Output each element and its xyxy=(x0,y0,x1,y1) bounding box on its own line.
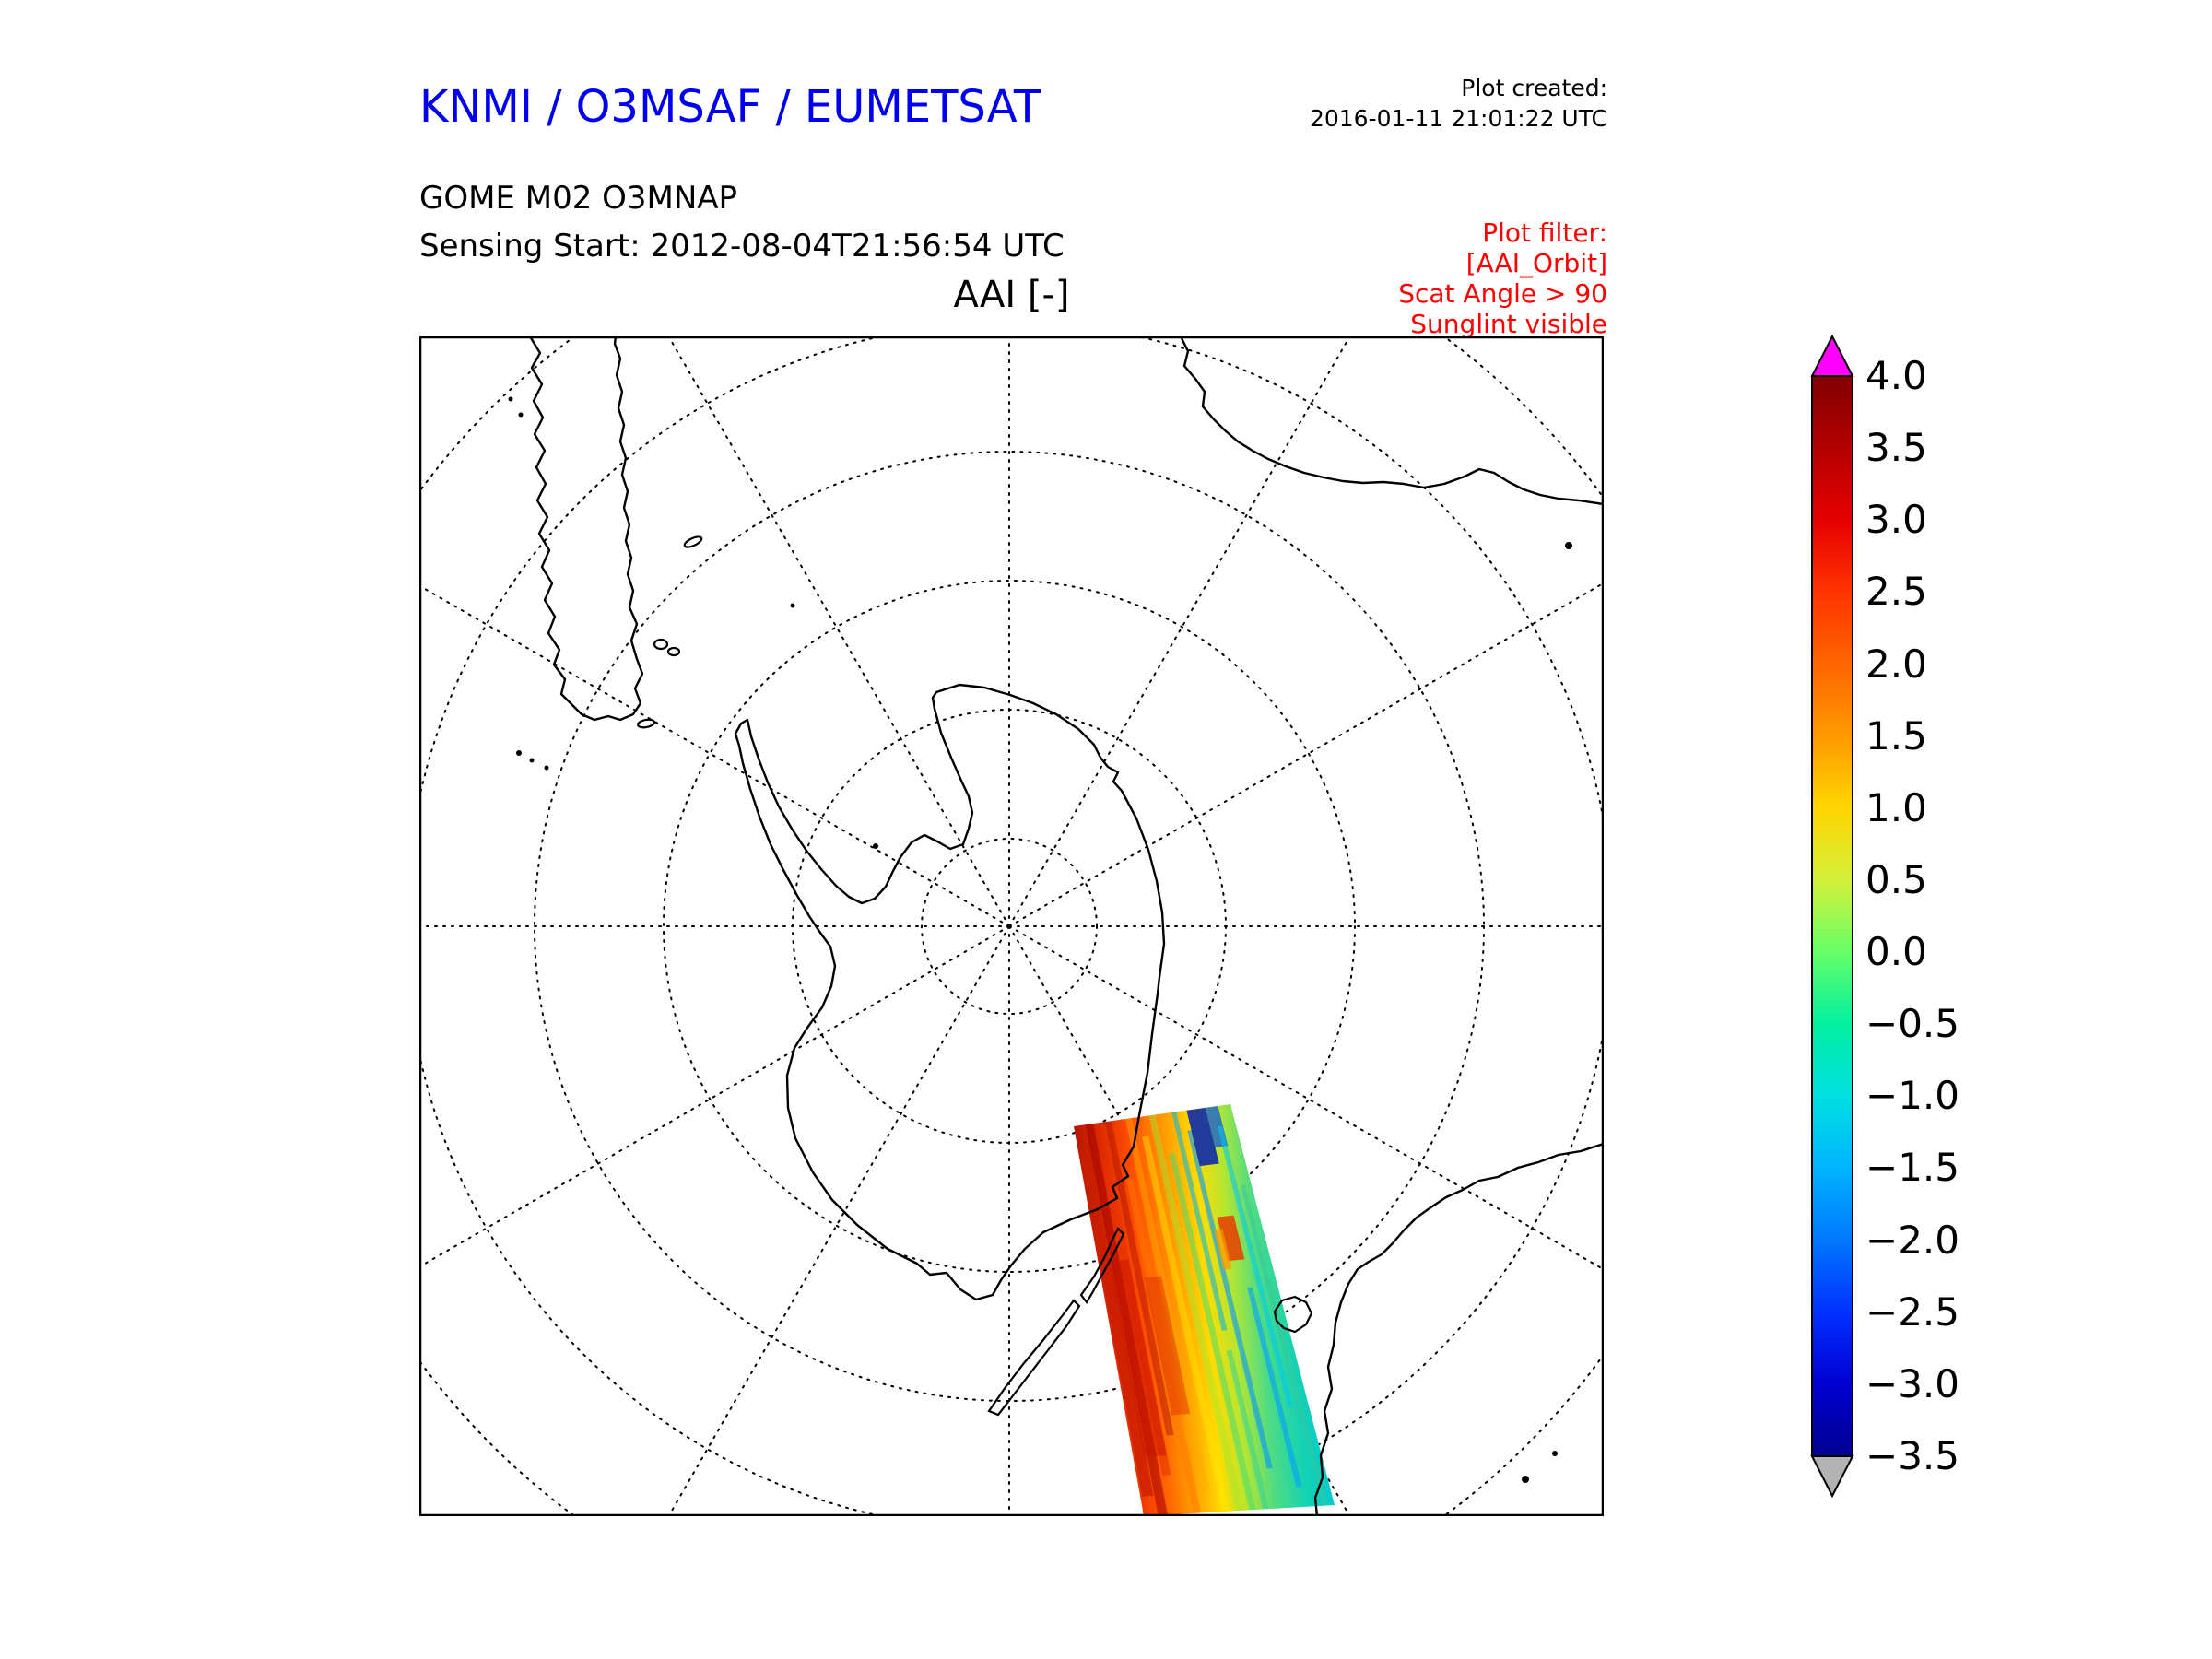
plot-filter-line: Plot filter: xyxy=(1482,218,1607,248)
antarctica-coastline xyxy=(734,683,1166,1301)
colorbar xyxy=(1810,334,1854,1499)
graticule-meridian-line xyxy=(1008,337,1351,927)
new-zealand-north-island xyxy=(1079,1227,1125,1304)
colorbar-tick-label: −3.0 xyxy=(1865,1360,1959,1406)
colorbar-tick-label: 0.5 xyxy=(1865,856,1927,902)
coastlines xyxy=(508,337,1603,1515)
polar-map xyxy=(419,336,1604,1516)
swath-streak xyxy=(1186,1107,1219,1167)
plot-filter-line: Sunglint visible xyxy=(1410,309,1607,340)
islet xyxy=(873,843,878,849)
colorbar-tick-label: 4.0 xyxy=(1865,353,1927,398)
swath-streak xyxy=(1241,1184,1328,1506)
plot-filter-note: Plot filter: [AAI_Orbit] Scat Angle > 90… xyxy=(1398,218,1607,339)
tasmania-island xyxy=(1273,1295,1313,1334)
product-name: GOME M02 O3MNAP xyxy=(419,180,738,217)
colorbar-tick-label: −1.0 xyxy=(1865,1073,1959,1119)
swath-streak xyxy=(1144,1276,1191,1416)
colorbar-tick-label: −3.5 xyxy=(1865,1433,1959,1478)
swath-streak xyxy=(1226,1349,1269,1510)
swath-streak xyxy=(1169,1152,1256,1511)
colorbar-tick-label: −2.0 xyxy=(1865,1217,1959,1263)
swath-streak xyxy=(1142,1135,1230,1512)
island xyxy=(653,638,669,651)
south-america-coastline xyxy=(529,337,644,722)
swath-streak xyxy=(1217,1215,1245,1262)
islet xyxy=(790,603,795,608)
africa-coastline xyxy=(1180,337,1603,506)
graticule-latitude-circle xyxy=(663,580,1356,1273)
islet xyxy=(518,412,524,418)
plot-created-label: Plot created: xyxy=(1461,75,1607,101)
colorbar-tick-label: 1.0 xyxy=(1865,784,1927,830)
swath-streak xyxy=(1217,1125,1293,1406)
south-georgia-island xyxy=(683,535,703,548)
map-frame xyxy=(419,336,1604,1516)
swath-streak xyxy=(1214,1229,1232,1270)
staten-island xyxy=(637,718,655,729)
plot-created-note: Plot created: 2016-01-11 21:01:22 UTC xyxy=(1310,74,1607,134)
graticule-latitude-circle xyxy=(921,838,1098,1015)
islet xyxy=(1522,1476,1529,1483)
new-zealand-south-island xyxy=(987,1299,1081,1417)
island xyxy=(666,646,681,657)
plot-filter-line: [AAI_Orbit] xyxy=(1465,248,1607,279)
plot-filter-line: Scat Angle > 90 xyxy=(1398,278,1607,310)
graticule-meridian-line xyxy=(420,584,1010,927)
data-swath xyxy=(1074,1104,1335,1515)
graticule xyxy=(420,337,1603,1515)
colorbar-tick-label: 0.0 xyxy=(1865,929,1927,975)
swath-streak xyxy=(1108,1259,1167,1457)
swath-streak xyxy=(1247,1287,1302,1488)
page-title: KNMI / O3MSAF / EUMETSAT xyxy=(419,81,1041,133)
swath-streak xyxy=(1125,1118,1211,1493)
swath-streak xyxy=(1078,1144,1154,1497)
colorbar-over-arrow xyxy=(1810,334,1854,377)
colorbar-tick-label: −0.5 xyxy=(1865,1001,1959,1047)
colorbar-under-arrow xyxy=(1810,1455,1854,1499)
australia-coastline xyxy=(1313,1143,1603,1515)
graticule-meridian-line xyxy=(1008,582,1603,927)
islet xyxy=(529,758,535,763)
colorbar-tick-label: 1.5 xyxy=(1865,712,1927,759)
colorbar-tick-label: 2.0 xyxy=(1865,641,1927,687)
islet xyxy=(508,396,513,402)
sensing-start: Sensing Start: 2012-08-04T21:56:54 UTC xyxy=(419,228,1065,265)
colorbar-tick-label: −1.5 xyxy=(1865,1145,1959,1191)
map-title: AAI [-] xyxy=(953,274,1070,316)
islet xyxy=(1565,542,1572,549)
swath-streak xyxy=(1187,1130,1273,1469)
islet xyxy=(1552,1451,1558,1456)
colorbar-tick-label: 2.5 xyxy=(1865,569,1927,615)
islet xyxy=(516,750,522,756)
swath-streak xyxy=(1171,1112,1228,1331)
graticule-meridian-line xyxy=(420,925,1010,1268)
graticule-meridian-line xyxy=(667,337,1010,927)
colorbar-tick-label: 3.0 xyxy=(1865,497,1927,543)
graticule-meridian-line xyxy=(667,925,1010,1515)
swath-streak xyxy=(1126,1178,1202,1513)
colorbar-tick-labels: 4.0 3.5 3.0 2.5 2.0 1.5 1.0 0.5 0.0 −0.5 −1.0 −1.5 −… xyxy=(1865,332,2013,1521)
swath-streak xyxy=(1148,1114,1243,1512)
plot-created-timestamp: 2016-01-11 21:01:22 UTC xyxy=(1309,104,1607,132)
islet xyxy=(544,765,549,771)
colorbar-tick-label: −2.5 xyxy=(1865,1288,1959,1335)
swath-streak xyxy=(1105,1121,1174,1436)
colorbar-gradient-bar xyxy=(1811,375,1853,1457)
colorbar-tick-label: 3.5 xyxy=(1865,425,1927,471)
